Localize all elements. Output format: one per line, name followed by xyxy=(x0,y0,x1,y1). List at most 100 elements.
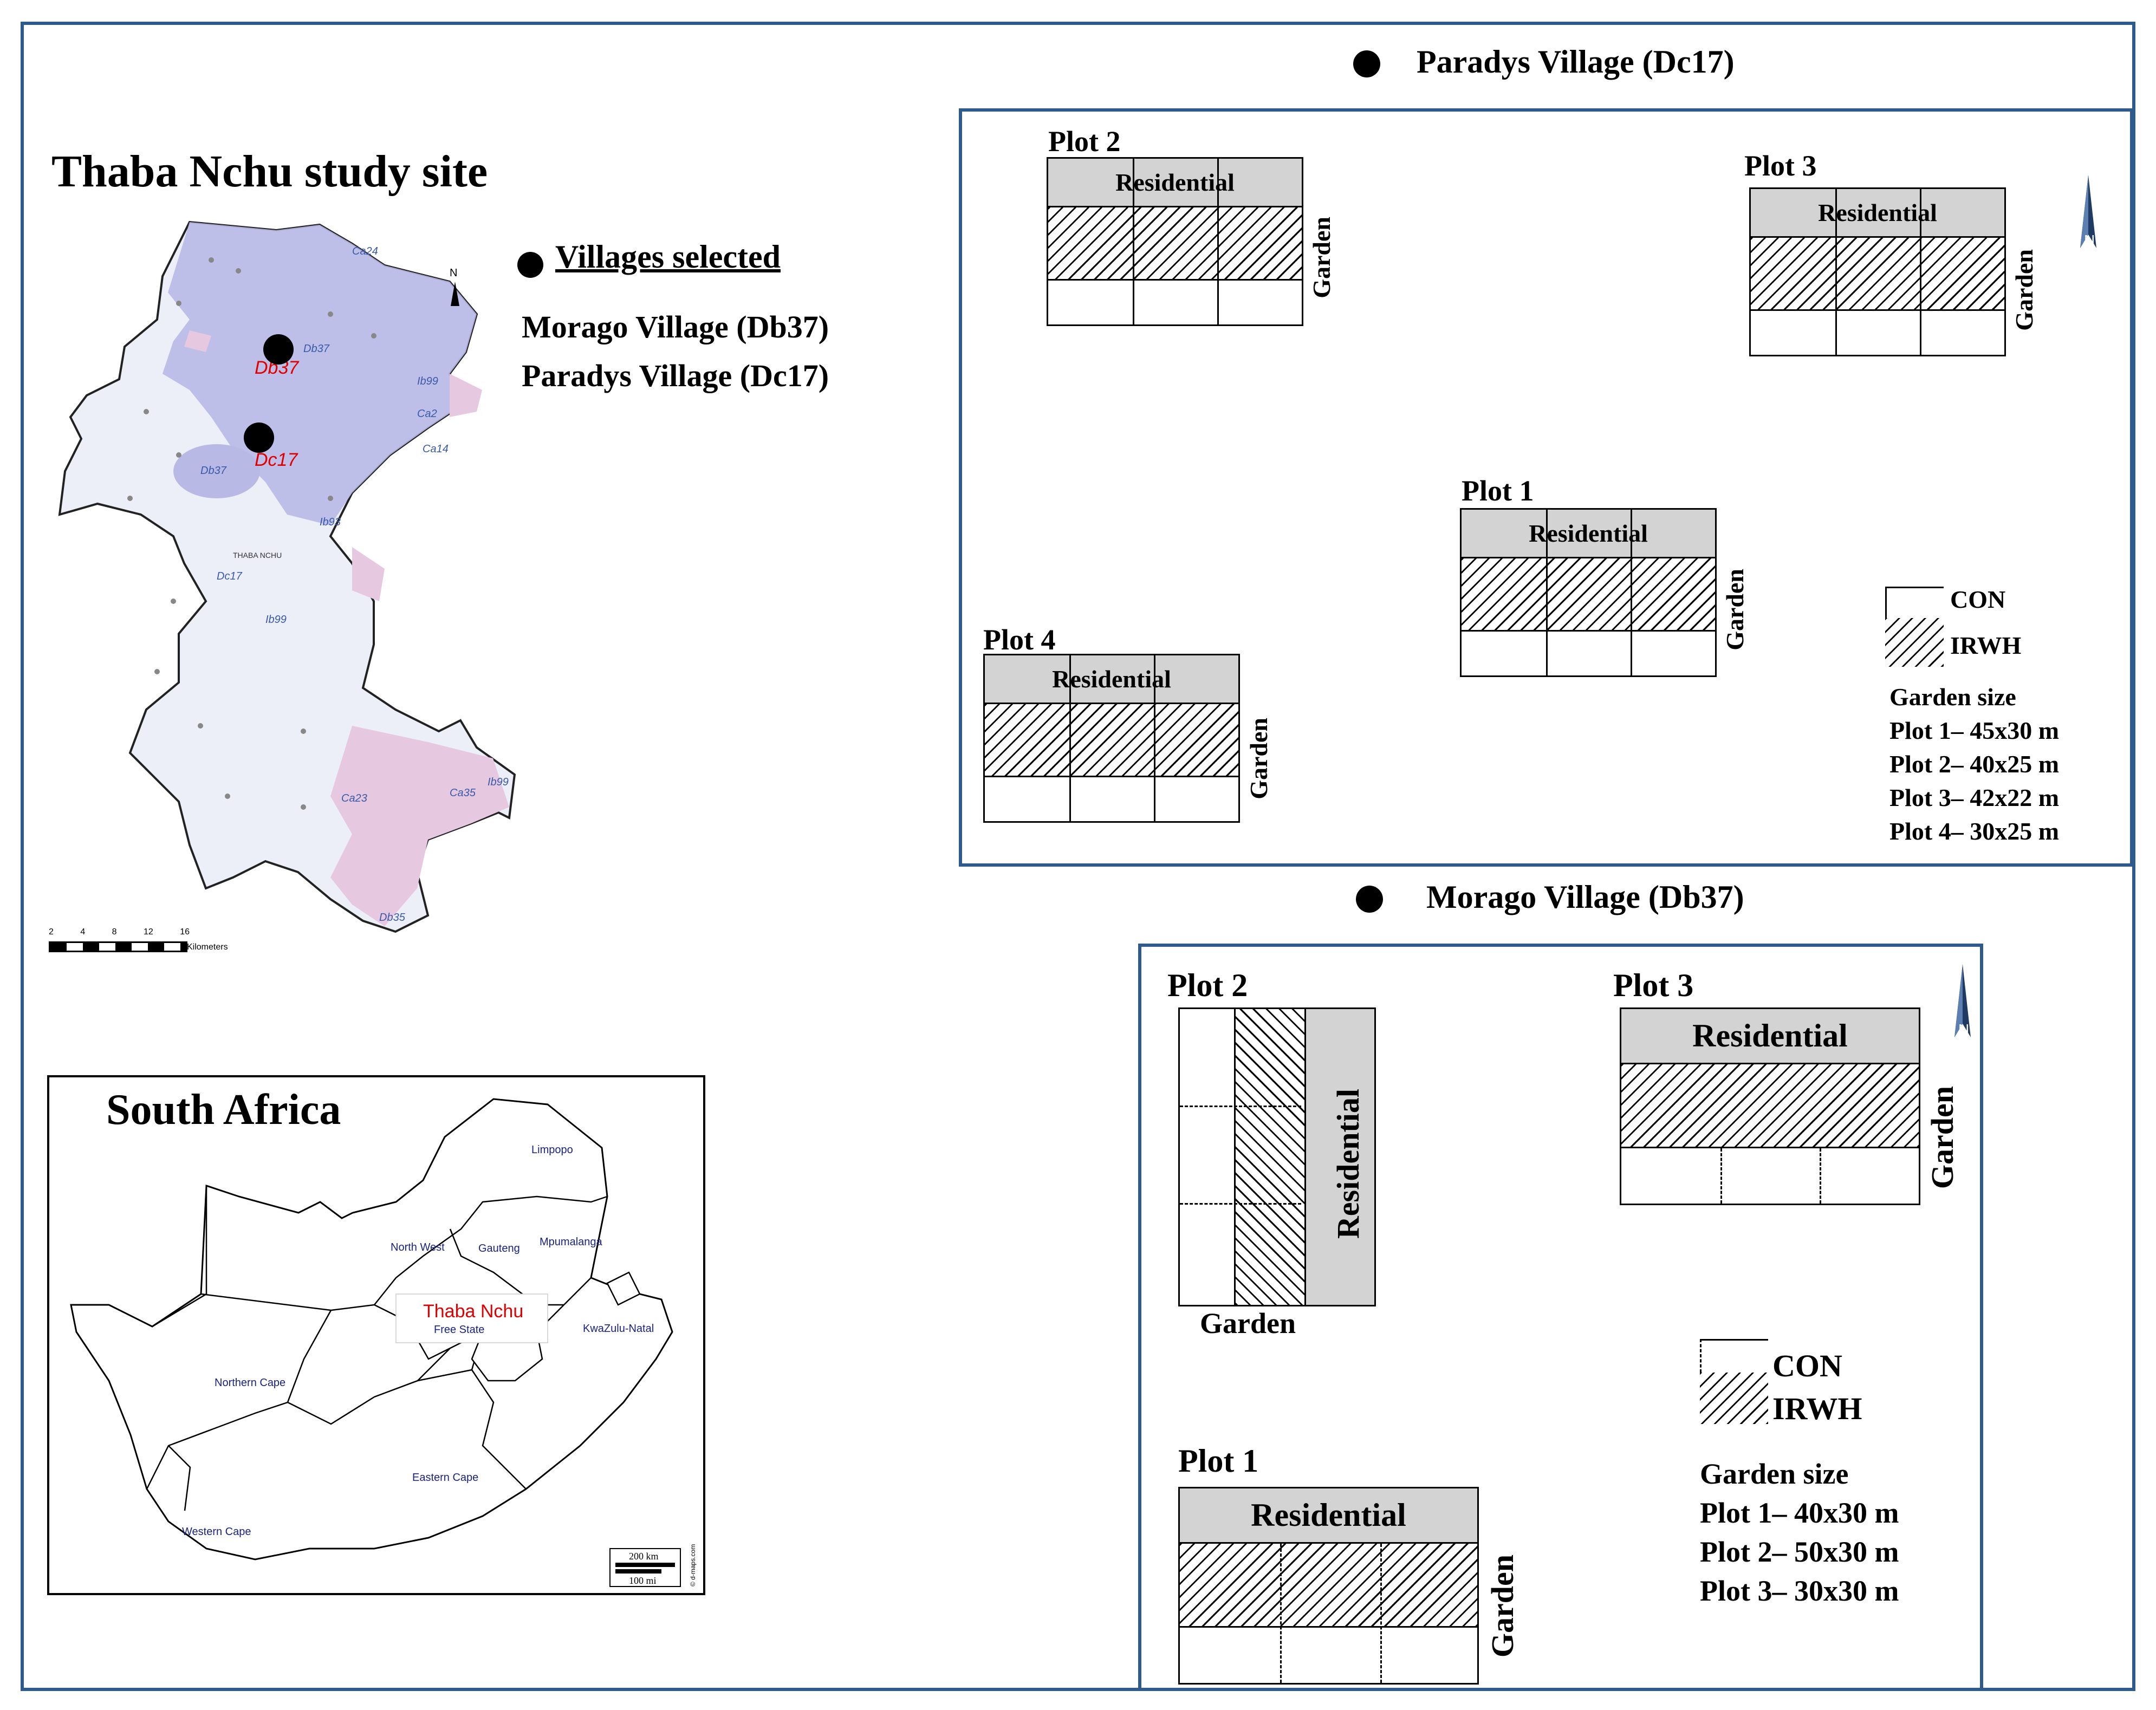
residential-band: Residential xyxy=(1180,1488,1477,1544)
legend-con-label: CON xyxy=(1950,586,2006,613)
thaba-nchu-label-box xyxy=(395,1293,548,1343)
sa-scale-box xyxy=(609,1548,681,1587)
residential-band: Residential xyxy=(1621,1009,1919,1064)
code-label: Ca35 xyxy=(450,787,476,799)
paradys-plot-4-label: Plot 4 xyxy=(983,623,1056,656)
irwh-area xyxy=(1234,1009,1304,1305)
morago-plot-1-label: Plot 1 xyxy=(1178,1443,1259,1479)
legend-irwh-swatch xyxy=(1885,618,1944,667)
province-label: Northern Cape xyxy=(215,1377,285,1389)
morago-heading: Morago Village (Db37) xyxy=(1426,879,1744,915)
province-label: Eastern Cape xyxy=(412,1472,478,1484)
garden-size-item: Plot 3– 30x30 m xyxy=(1700,1575,1899,1607)
morago-panel xyxy=(1138,944,1983,1691)
garden-label: Garden xyxy=(1721,569,1749,651)
north-arrow-icon: N xyxy=(450,267,459,306)
garden-label: Garden xyxy=(1245,718,1272,799)
paradys-heading-dot xyxy=(1353,50,1380,77)
province-label: KwaZulu-Natal xyxy=(583,1323,654,1335)
legend-con-label: CON xyxy=(1772,1348,1842,1383)
thaba-nchu-label: Thaba Nchu xyxy=(423,1301,523,1322)
province-label: Western Cape xyxy=(182,1526,251,1538)
paradys-plot-4: Residential xyxy=(983,654,1240,823)
thaba-nchu-map: Db37 Dc17 THABA NCHU Ca24 Db37 Ib99 Ca2 … xyxy=(58,220,516,933)
pink-patch-4 xyxy=(184,330,211,352)
garden-label: Garden xyxy=(1200,1307,1296,1340)
study-site-title: Thaba Nchu study site xyxy=(51,146,488,197)
sa-scale-mi: 100 mi xyxy=(629,1575,657,1586)
morago-plot-3: Residential xyxy=(1620,1007,1920,1205)
village-item-morago: Morago Village (Db37) xyxy=(522,309,829,344)
irwh-area xyxy=(1751,238,2004,311)
pink-patch-1 xyxy=(450,374,482,417)
village-dot-paradys xyxy=(244,422,274,453)
pink-patch-3 xyxy=(330,726,509,926)
paradys-plot-3: Residential xyxy=(1749,187,2006,356)
code-label: Ca2 xyxy=(417,408,437,420)
garden-label: Garden xyxy=(1485,1555,1520,1658)
paradys-plot-3-label: Plot 3 xyxy=(1744,149,1817,182)
residential-band: Residential xyxy=(1751,189,2004,238)
south-africa-inset: South Africa Limpopo North West Gauteng … xyxy=(47,1075,705,1595)
village-dot-morago xyxy=(263,334,294,365)
paradys-panel xyxy=(959,108,2133,867)
scale-tick: 16 xyxy=(180,927,190,937)
paradys-plot-2: Residential xyxy=(1047,157,1303,326)
residential-band: Residential xyxy=(1462,510,1715,558)
garden-size-item: Plot 4– 30x25 m xyxy=(1889,817,2060,845)
province-label: Limpopo xyxy=(531,1144,573,1156)
blue-patch xyxy=(173,444,260,498)
province-label: Mpumalanga xyxy=(540,1236,603,1248)
scale-unit: Kilometers xyxy=(187,942,228,952)
province-label: North West xyxy=(391,1241,445,1253)
morago-plot-2-residential: Residential xyxy=(1330,1089,1366,1239)
north-arrow-icon: N xyxy=(2080,175,2096,249)
legend-con-swatch xyxy=(1885,587,1944,618)
code-label: Ca24 xyxy=(352,245,378,257)
code-label: Db37 xyxy=(200,465,227,477)
morago-plot-2 xyxy=(1178,1007,1376,1306)
irwh-area xyxy=(985,704,1238,777)
garden-size-item: Plot 2– 50x30 m xyxy=(1700,1536,1899,1568)
south-africa-map: Limpopo North West Gauteng Mpumalanga Kw… xyxy=(70,1098,697,1587)
garden-size-item: Plot 3– 42x22 m xyxy=(1889,784,2060,811)
dc17-marker-label: Dc17 xyxy=(255,450,298,470)
garden-label: Garden xyxy=(1925,1086,1960,1189)
irwh-area xyxy=(1048,207,1302,281)
legend-dot xyxy=(517,252,543,278)
legend-heading: Villages selected xyxy=(555,239,781,275)
legend-irwh-swatch xyxy=(1700,1373,1768,1424)
legend-con-swatch xyxy=(1700,1339,1768,1373)
code-label: Ib93 xyxy=(320,516,341,528)
svg-text:N: N xyxy=(1958,1021,1969,1038)
code-label: Ib99 xyxy=(265,614,287,626)
svg-text:N: N xyxy=(2084,232,2095,249)
thaba-nchu-town: THABA NCHU xyxy=(233,551,282,560)
paradys-plot-2-label: Plot 2 xyxy=(1048,125,1121,158)
province-label: Gauteng xyxy=(478,1243,520,1254)
svg-text:N: N xyxy=(450,267,457,279)
garden-size-item: Plot 2– 40x25 m xyxy=(1889,750,2060,778)
free-state-label: Free State xyxy=(434,1324,484,1336)
code-label: Db35 xyxy=(379,912,406,924)
code-label: Ca23 xyxy=(341,792,367,804)
village-item-paradys: Paradys Village (Dc17) xyxy=(522,358,829,393)
garden-size-heading: Garden size xyxy=(1889,683,2016,711)
garden-size-heading: Garden size xyxy=(1700,1458,1849,1490)
outer-frame xyxy=(21,22,2135,1691)
garden-size-item: Plot 1– 40x30 m xyxy=(1700,1497,1899,1529)
irwh-area xyxy=(1621,1064,1919,1148)
legend-irwh-label: IRWH xyxy=(1950,632,2022,659)
morago-plot-3-label: Plot 3 xyxy=(1613,967,1694,1003)
morago-heading-dot xyxy=(1356,886,1383,913)
scale-ticks: 2 4 8 12 16 xyxy=(49,927,190,937)
scale-bar xyxy=(49,941,187,952)
garden-size-item: Plot 1– 45x30 m xyxy=(1889,717,2060,744)
paradys-heading: Paradys Village (Dc17) xyxy=(1417,44,1735,80)
morago-plot-2-label: Plot 2 xyxy=(1167,967,1248,1003)
code-label: Ib99 xyxy=(417,375,438,387)
morago-plot-1: Residential xyxy=(1178,1487,1479,1685)
code-label: Dc17 xyxy=(217,570,243,582)
residential-band xyxy=(1304,1009,1374,1305)
sa-scale-km: 200 km xyxy=(629,1551,659,1562)
